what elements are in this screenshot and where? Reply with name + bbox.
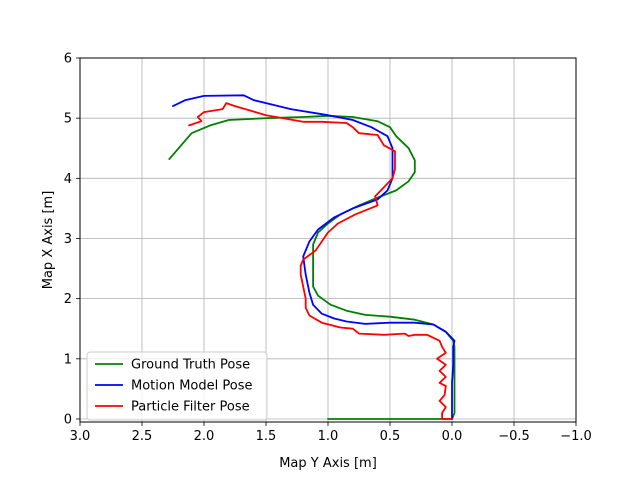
y-tick-label: 1 — [64, 352, 72, 367]
y-tick-label: 5 — [64, 112, 72, 127]
y-tick-label: 0 — [64, 412, 72, 427]
legend-label-ground-truth-pose: Ground Truth Pose — [131, 358, 250, 373]
series-line-particle-filter-pose — [188, 102, 453, 420]
x-tick-label: −0.5 — [498, 429, 530, 444]
x-tick-label: 0.0 — [442, 429, 463, 444]
series-layer — [168, 94, 456, 420]
x-tick-label: 0.5 — [380, 429, 401, 444]
ticks: 3.0 2.5 2.0 1.5 1.0 0.5 0.0 −0.5 −1.0 0 1 2 3 4 5 6 — [64, 52, 592, 445]
y-tick-label: 6 — [64, 52, 72, 67]
x-tick-label: 3.0 — [70, 429, 91, 444]
legend-label-particle-filter-pose: Particle Filter Pose — [131, 400, 250, 415]
y-tick-label: 3 — [64, 232, 72, 247]
y-axis-label: Map X Axis [m] — [41, 191, 56, 290]
series-line-motion-model-pose — [172, 94, 456, 420]
y-tick-label: 2 — [64, 292, 72, 307]
x-tick-label: −1.0 — [560, 429, 592, 444]
legend-box — [86, 351, 268, 421]
legend-label-motion-model-pose: Motion Model Pose — [131, 379, 252, 394]
x-tick-label: 1.0 — [318, 429, 339, 444]
x-tick-label: 2.0 — [194, 429, 215, 444]
x-tick-label: 2.5 — [132, 429, 153, 444]
x-axis-label: Map Y Axis [m] — [279, 456, 377, 471]
y-tick-label: 4 — [64, 172, 72, 187]
legend: Ground Truth Pose Motion Model Pose Partic… — [86, 351, 268, 421]
x-tick-label: 1.5 — [256, 429, 277, 444]
